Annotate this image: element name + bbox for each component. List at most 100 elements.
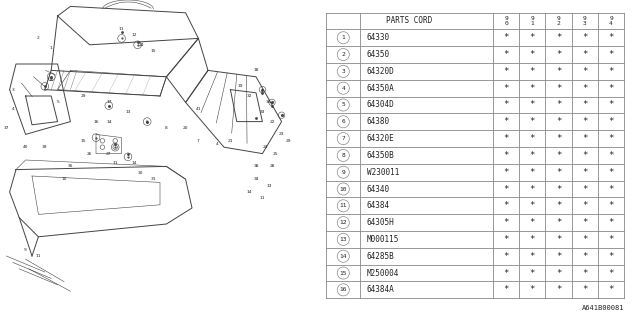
Text: 41: 41 — [196, 107, 201, 111]
Text: *: * — [609, 252, 614, 261]
Text: *: * — [504, 201, 509, 210]
Text: 33: 33 — [260, 110, 265, 114]
Text: 34: 34 — [253, 177, 259, 181]
Text: *: * — [582, 84, 588, 93]
Text: *: * — [609, 268, 614, 277]
Text: 15: 15 — [81, 139, 86, 143]
Text: 14: 14 — [138, 43, 143, 47]
Text: 31: 31 — [151, 177, 156, 181]
Text: 64304D: 64304D — [367, 100, 394, 109]
Text: *: * — [609, 134, 614, 143]
Text: *: * — [504, 185, 509, 194]
Text: 18: 18 — [253, 68, 259, 72]
Text: 22: 22 — [269, 120, 275, 124]
Text: *: * — [609, 201, 614, 210]
Text: *: * — [504, 218, 509, 227]
Text: 21: 21 — [228, 139, 233, 143]
Text: *: * — [504, 151, 509, 160]
Text: *: * — [556, 235, 561, 244]
Text: 11: 11 — [260, 196, 265, 200]
Text: 27: 27 — [106, 152, 111, 156]
Text: 64305H: 64305H — [367, 218, 394, 227]
Text: *: * — [582, 33, 588, 42]
Text: 64380: 64380 — [367, 117, 390, 126]
Text: 2: 2 — [341, 52, 345, 57]
Text: 14: 14 — [340, 254, 347, 259]
Text: *: * — [504, 100, 509, 109]
Text: 16: 16 — [340, 287, 347, 292]
Text: *: * — [530, 50, 535, 59]
Text: 19: 19 — [237, 84, 243, 88]
Text: 64285B: 64285B — [367, 252, 394, 261]
Text: *: * — [609, 117, 614, 126]
Text: 11: 11 — [113, 161, 118, 165]
Text: 39: 39 — [42, 145, 47, 149]
Text: 15: 15 — [340, 270, 347, 276]
Text: *: * — [530, 117, 535, 126]
Text: *: * — [504, 134, 509, 143]
Text: 64340: 64340 — [367, 185, 390, 194]
Text: *: * — [582, 201, 588, 210]
Text: 4: 4 — [12, 107, 14, 111]
Text: 3: 3 — [12, 88, 14, 92]
Text: *: * — [556, 84, 561, 93]
Text: *: * — [530, 201, 535, 210]
Text: *: * — [556, 201, 561, 210]
Text: *: * — [556, 185, 561, 194]
Text: *: * — [556, 50, 561, 59]
Text: 64384: 64384 — [367, 201, 390, 210]
Text: 32: 32 — [247, 94, 252, 98]
Text: *: * — [582, 134, 588, 143]
Text: 13: 13 — [125, 110, 131, 114]
Text: *: * — [582, 50, 588, 59]
Text: 12: 12 — [340, 220, 347, 225]
Text: *: * — [504, 285, 509, 294]
Text: 30: 30 — [138, 171, 143, 175]
Text: 25: 25 — [273, 152, 278, 156]
Text: 13: 13 — [266, 184, 271, 188]
Text: *: * — [609, 235, 614, 244]
Text: 17: 17 — [106, 100, 111, 104]
Text: *: * — [609, 33, 614, 42]
Text: W230011: W230011 — [367, 168, 399, 177]
Text: 8: 8 — [341, 153, 345, 158]
Text: A641B00081: A641B00081 — [582, 305, 624, 310]
Text: *: * — [556, 168, 561, 177]
Text: 9
3: 9 3 — [583, 16, 587, 26]
Text: *: * — [530, 100, 535, 109]
Text: *: * — [504, 268, 509, 277]
Text: *: * — [556, 100, 561, 109]
Text: 6: 6 — [146, 120, 148, 124]
Text: *: * — [530, 235, 535, 244]
Text: *: * — [609, 168, 614, 177]
Text: 10: 10 — [340, 187, 347, 191]
Text: *: * — [556, 285, 561, 294]
Text: 29: 29 — [285, 139, 291, 143]
Text: 29: 29 — [81, 94, 86, 98]
Text: *: * — [582, 218, 588, 227]
Text: 4: 4 — [216, 142, 219, 146]
Text: 5: 5 — [56, 100, 59, 104]
Text: *: * — [609, 50, 614, 59]
Text: 64330: 64330 — [367, 33, 390, 42]
Text: *: * — [582, 100, 588, 109]
Text: *: * — [609, 100, 614, 109]
Text: 26: 26 — [87, 152, 92, 156]
Text: *: * — [530, 168, 535, 177]
Text: 9: 9 — [24, 248, 27, 252]
Text: 24: 24 — [263, 145, 268, 149]
Text: M250004: M250004 — [367, 268, 399, 277]
Text: 64350: 64350 — [367, 50, 390, 59]
Text: 38: 38 — [253, 164, 259, 168]
Text: *: * — [556, 117, 561, 126]
Text: *: * — [504, 168, 509, 177]
Text: *: * — [556, 134, 561, 143]
Text: 14: 14 — [247, 190, 252, 194]
Text: 7: 7 — [341, 136, 345, 141]
Text: 1: 1 — [50, 46, 52, 50]
Text: 37: 37 — [4, 126, 9, 130]
Text: 3: 3 — [341, 69, 345, 74]
Text: *: * — [582, 285, 588, 294]
Text: 12: 12 — [132, 33, 137, 37]
Text: 9: 9 — [341, 170, 345, 175]
